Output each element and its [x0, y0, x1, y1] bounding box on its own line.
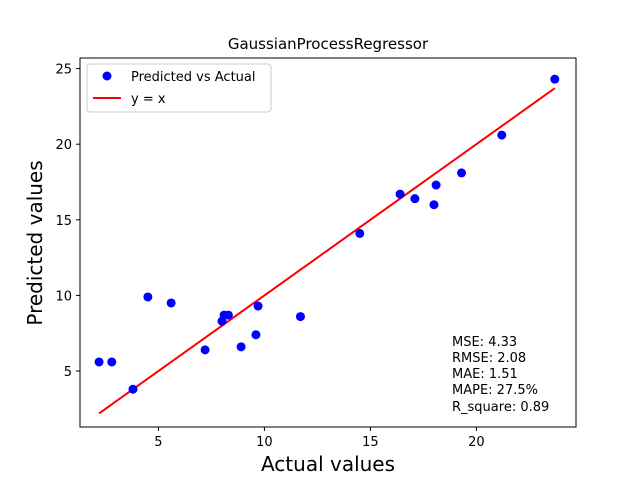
x-axis-label: Actual values	[261, 452, 395, 476]
identity-line	[98, 87, 556, 415]
metric-mape: MAPE: 27.5%	[452, 383, 538, 398]
scatter-point	[429, 200, 439, 210]
y-axis-label: Predicted values	[23, 160, 47, 325]
y-axis-ticks: 5 10 15 20 25	[55, 63, 80, 380]
scatter-point	[457, 168, 467, 178]
metrics-annotation: MSE: 4.33 RMSE: 2.08 MAE: 1.51 MAPE: 27.…	[452, 335, 549, 415]
scatter-points-layer	[94, 74, 560, 394]
scatter-point	[497, 130, 507, 140]
metric-mae: MAE: 1.51	[452, 367, 518, 382]
scatter-point	[410, 194, 420, 204]
scatter-point	[395, 189, 405, 199]
scatter-point	[94, 357, 104, 367]
y-tick-label: 20	[55, 138, 72, 153]
x-axis-ticks: 5 10 15 20	[154, 427, 485, 450]
legend-scatter-marker	[102, 71, 112, 81]
scatter-point	[253, 301, 263, 311]
metric-rmse: RMSE: 2.08	[452, 351, 526, 366]
scatter-point	[251, 330, 261, 340]
x-tick-label: 5	[154, 435, 162, 450]
scatter-point	[166, 298, 176, 308]
scatter-point	[355, 228, 365, 238]
scatter-point	[107, 357, 117, 367]
legend-label-scatter: Predicted vs Actual	[131, 70, 255, 85]
legend-label-line: y = x	[131, 92, 166, 107]
legend: Predicted vs Actual y = x	[86, 63, 272, 113]
y-tick-label: 10	[55, 289, 72, 304]
y-tick-label: 5	[64, 365, 72, 380]
scatter-point	[236, 342, 246, 352]
scatter-point	[200, 345, 210, 355]
y-tick-label: 25	[55, 63, 72, 78]
plot-frame	[79, 57, 577, 428]
scatter-point	[431, 180, 441, 190]
scatter-point	[295, 312, 305, 322]
reference-line-layer	[98, 87, 556, 415]
chart-title: GaussianProcessRegressor	[228, 35, 429, 53]
scatter-point	[128, 384, 138, 394]
x-tick-label: 10	[256, 435, 273, 450]
x-tick-label: 15	[362, 435, 379, 450]
scatter-point	[550, 74, 560, 84]
metric-r-square: R_square: 0.89	[452, 400, 549, 415]
x-tick-label: 20	[468, 435, 485, 450]
scatter-point	[223, 310, 233, 320]
legend-box	[86, 63, 272, 113]
scatter-point	[143, 292, 153, 302]
y-tick-label: 15	[55, 214, 72, 229]
metric-mse: MSE: 4.33	[452, 335, 517, 350]
